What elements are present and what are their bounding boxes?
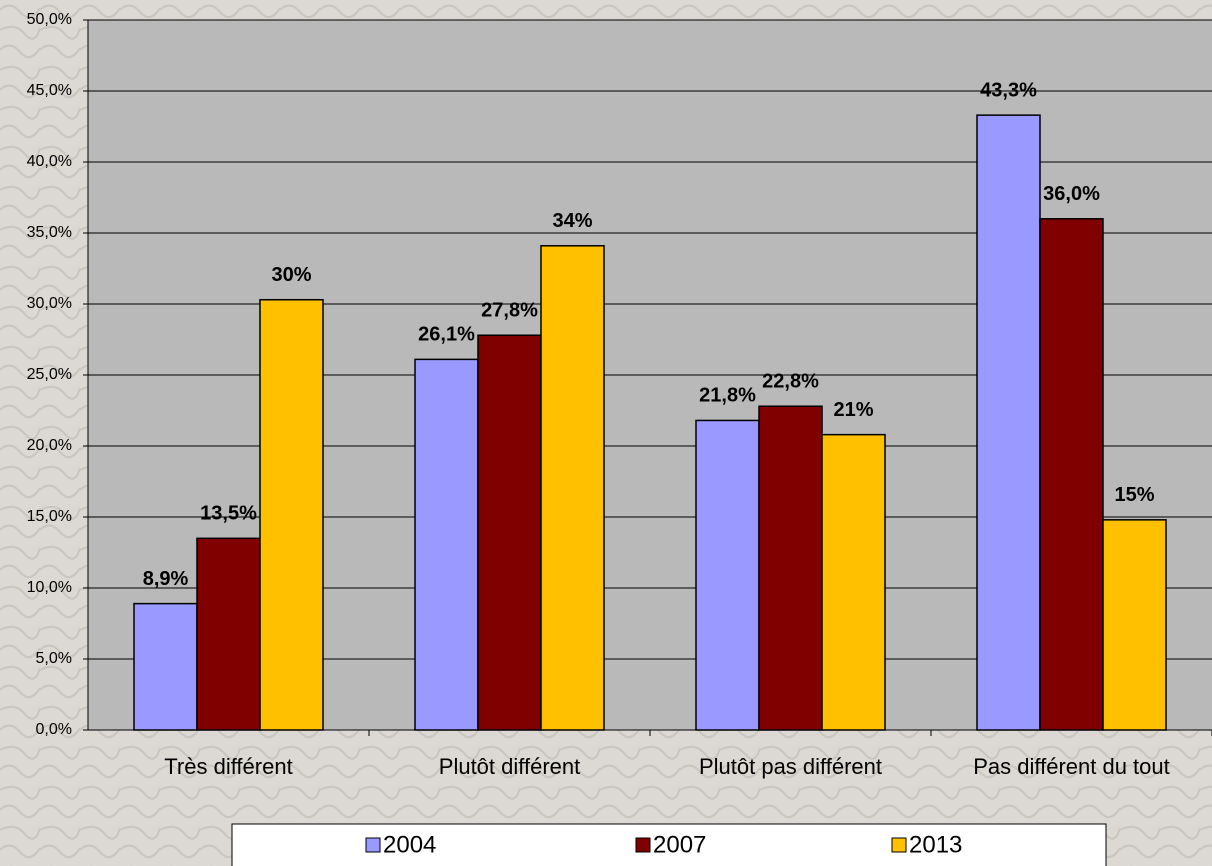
value-label: 8,9% xyxy=(143,568,189,590)
y-tick-label: 50,0% xyxy=(27,11,72,28)
value-label: 15% xyxy=(1114,484,1154,506)
legend-swatch xyxy=(891,837,907,853)
legend-label: 2007 xyxy=(653,831,706,858)
value-label: 34% xyxy=(552,210,592,232)
legend-swatch xyxy=(365,837,381,853)
y-tick-label: 30,0% xyxy=(27,295,72,312)
value-label: 30% xyxy=(271,264,311,286)
y-tick-label: 5,0% xyxy=(36,650,72,667)
bar xyxy=(758,405,823,731)
y-tick-label: 20,0% xyxy=(27,437,72,454)
bar xyxy=(976,114,1041,731)
bar xyxy=(540,245,605,731)
bar xyxy=(414,358,479,731)
value-label: 13,5% xyxy=(200,503,257,525)
bar xyxy=(259,298,324,731)
value-label: 27,8% xyxy=(481,300,538,322)
y-tick-label: 10,0% xyxy=(27,579,72,596)
bar xyxy=(477,334,542,731)
y-tick-label: 25,0% xyxy=(27,366,72,383)
x-tick-label: Plutôt pas différent xyxy=(699,754,882,779)
value-label: 21,8% xyxy=(699,385,756,407)
y-tick-label: 0,0% xyxy=(36,721,72,738)
legend-label: 2013 xyxy=(909,831,962,858)
x-tick-label: Pas différent du tout xyxy=(973,754,1170,779)
value-label: 26,1% xyxy=(418,324,475,346)
y-tick-label: 45,0% xyxy=(27,82,72,99)
value-label: 21% xyxy=(833,399,873,421)
y-tick-label: 15,0% xyxy=(27,508,72,525)
bar xyxy=(133,602,198,731)
bar xyxy=(695,419,760,731)
bar xyxy=(196,537,261,731)
x-tick-label: Plutôt différent xyxy=(439,754,580,779)
value-label: 36,0% xyxy=(1043,183,1100,205)
y-tick-label: 40,0% xyxy=(27,153,72,170)
x-tick-label: Très différent xyxy=(164,754,292,779)
value-label: 43,3% xyxy=(980,79,1037,101)
bar xyxy=(1039,218,1104,731)
value-label: 22,8% xyxy=(762,371,819,393)
bar xyxy=(821,433,886,731)
bar xyxy=(1102,519,1167,731)
legend-swatch xyxy=(635,837,651,853)
y-tick-label: 35,0% xyxy=(27,224,72,241)
legend-label: 2004 xyxy=(383,831,436,858)
